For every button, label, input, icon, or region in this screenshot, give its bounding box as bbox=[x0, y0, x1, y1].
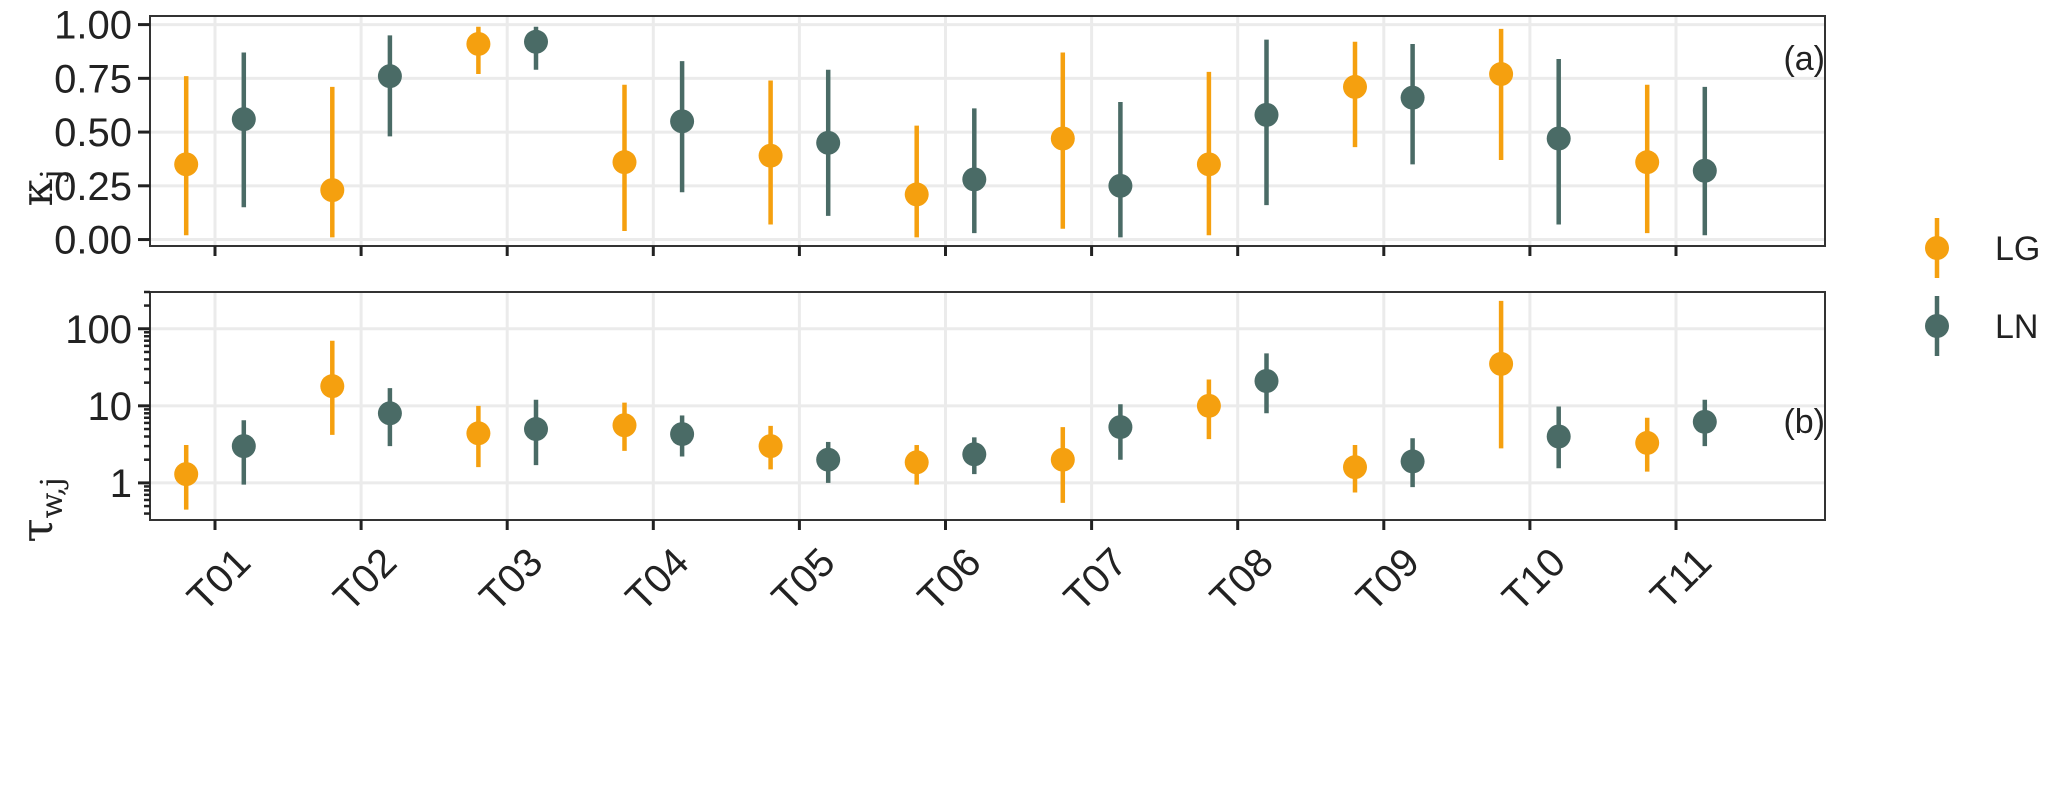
x-category-label-T01: T01 bbox=[179, 540, 259, 620]
panel-b-point-LG-T05 bbox=[758, 434, 783, 459]
legend: LG LN bbox=[1925, 218, 2040, 356]
panel-a-ylabel: κj bbox=[12, 170, 70, 207]
panel-b-point-LN-T04 bbox=[670, 422, 695, 447]
x-category-label-T02: T02 bbox=[325, 540, 405, 620]
x-category-label-T07: T07 bbox=[1056, 540, 1136, 620]
panel-b-ylabel: τw,j bbox=[12, 477, 70, 542]
x-category-label-T04: T04 bbox=[618, 540, 698, 620]
panel-b-point-LG-T09 bbox=[1343, 455, 1367, 480]
panel-a-point-LN-T08 bbox=[1254, 102, 1279, 127]
panel-b-point-LG-T02 bbox=[320, 374, 345, 399]
panel-a-point-LG-T08 bbox=[1196, 152, 1221, 177]
panel-a-point-LG-T04 bbox=[612, 150, 637, 175]
panel-b-point-LG-T03 bbox=[466, 421, 491, 446]
panel-b-point-LG-T07 bbox=[1050, 447, 1075, 472]
panel-a-point-LG-T05 bbox=[758, 143, 783, 168]
panel-b-point-LG-T06 bbox=[904, 450, 929, 475]
panel-a-ylabel-sub: j bbox=[35, 170, 70, 182]
panel-b-axes: 1 10 100 bbox=[65, 290, 1826, 530]
panel-a-point-LG-T03 bbox=[466, 31, 491, 56]
panel-a-ytick-label-2: 0.50 bbox=[54, 111, 132, 155]
legend-item-LG: LG bbox=[1925, 218, 2040, 278]
panel-a-point-LN-T05 bbox=[816, 130, 841, 155]
legend-item-LN: LN bbox=[1925, 296, 2038, 356]
panel-b-marks bbox=[174, 300, 1717, 510]
x-category-label-T05: T05 bbox=[764, 540, 844, 620]
panel-a: 0.00 0.25 0.50 0.75 1.00 (a) κj bbox=[12, 4, 1826, 263]
panel-a-ytick-label-3: 0.75 bbox=[54, 57, 132, 101]
panel-b-ytick-label-0: 1 bbox=[110, 462, 132, 506]
panel-a-ytick-label-4: 1.00 bbox=[54, 4, 132, 48]
x-category-label-T06: T06 bbox=[910, 540, 990, 620]
panel-a-axes: 0.00 0.25 0.50 0.75 1.00 bbox=[54, 4, 1826, 263]
panel-b-tag: (b) bbox=[1783, 403, 1825, 441]
panel-a-point-LN-T02 bbox=[377, 64, 402, 89]
panel-b-point-LG-T11 bbox=[1635, 430, 1660, 455]
panel-b-ylabel-main: τ bbox=[12, 518, 63, 542]
panel-b-point-LN-T10 bbox=[1546, 424, 1571, 449]
panel-b: 1 10 100 (b) τw,j bbox=[12, 290, 1826, 543]
panel-a-grid bbox=[150, 16, 1825, 246]
panel-a-point-LN-T06 bbox=[962, 167, 987, 192]
x-category-label-T09: T09 bbox=[1348, 540, 1428, 620]
panel-a-point-LN-T07 bbox=[1108, 173, 1133, 198]
panel-b-ytick-label-2: 100 bbox=[65, 308, 132, 352]
panel-a-ytick-label-1: 0.25 bbox=[54, 165, 132, 209]
panel-b-point-LG-T08 bbox=[1196, 393, 1221, 418]
panel-b-point-LN-T03 bbox=[524, 417, 548, 442]
panel-b-ytick-label-1: 10 bbox=[88, 385, 133, 429]
panel-a-point-LN-T10 bbox=[1546, 126, 1571, 151]
panel-a-tag: (a) bbox=[1783, 40, 1825, 78]
panel-b-grid bbox=[150, 292, 1825, 520]
panel-a-ylabel-main: κ bbox=[12, 179, 63, 207]
panel-a-point-LN-T09 bbox=[1400, 85, 1425, 110]
panel-b-point-LN-T08 bbox=[1254, 369, 1279, 394]
panel-a-point-LN-T11 bbox=[1692, 158, 1717, 183]
panel-a-point-LG-T02 bbox=[320, 178, 345, 203]
legend-key-point-LG bbox=[1925, 236, 1949, 260]
panel-a-point-LG-T07 bbox=[1050, 126, 1075, 151]
panel-a-point-LN-T01 bbox=[231, 107, 256, 132]
panel-b-ylabel-sub: w,j bbox=[35, 477, 70, 518]
legend-label-LN: LN bbox=[1995, 308, 2038, 346]
panel-a-point-LN-T04 bbox=[670, 109, 695, 134]
panel-b-point-LG-T04 bbox=[612, 413, 637, 438]
x-axis-labels: T01 T02 T03 T04 T05 T06 T07 T08 T09 T10 T11 bbox=[179, 540, 1720, 620]
panel-a-point-LG-T01 bbox=[174, 152, 199, 177]
panel-a-point-LN-T03 bbox=[524, 29, 548, 54]
panel-b-point-LN-T05 bbox=[816, 447, 841, 472]
panel-b-point-LN-T01 bbox=[231, 434, 256, 459]
panel-a-point-LG-T06 bbox=[904, 182, 929, 207]
panel-b-point-LN-T11 bbox=[1692, 409, 1717, 434]
panel-b-point-LG-T01 bbox=[174, 462, 199, 487]
x-category-label-T03: T03 bbox=[472, 540, 552, 620]
panel-a-point-LG-T09 bbox=[1343, 74, 1367, 99]
x-category-label-T10: T10 bbox=[1494, 540, 1574, 620]
panel-a-ytick-label-0: 0.00 bbox=[54, 219, 132, 263]
panel-b-point-LN-T09 bbox=[1400, 449, 1425, 474]
panel-a-point-LG-T10 bbox=[1489, 62, 1514, 87]
legend-label-LG: LG bbox=[1995, 230, 2040, 268]
panel-a-marks bbox=[174, 26, 1717, 238]
legend-key-point-LN bbox=[1925, 314, 1949, 338]
panel-b-point-LN-T07 bbox=[1108, 415, 1133, 440]
panel-b-point-LG-T10 bbox=[1489, 351, 1514, 376]
x-category-label-T11: T11 bbox=[1642, 540, 1720, 618]
panel-a-point-LG-T11 bbox=[1635, 150, 1660, 175]
panel-b-point-LN-T02 bbox=[377, 401, 402, 426]
x-category-label-T08: T08 bbox=[1202, 540, 1282, 620]
panel-b-point-LN-T06 bbox=[962, 442, 987, 467]
